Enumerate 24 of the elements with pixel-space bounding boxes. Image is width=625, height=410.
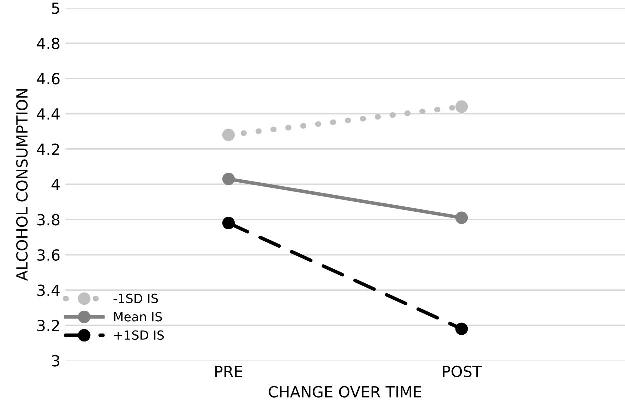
y-tick-label: 3 — [52, 355, 60, 367]
point — [222, 172, 236, 186]
point — [456, 212, 468, 224]
x-tick-label: POST — [443, 366, 482, 378]
point — [456, 100, 468, 114]
y-tick-label: 3.6 — [38, 249, 60, 262]
y-axis-title: ALCOHOL CONSUMPTION — [16, 89, 28, 281]
y-tick-label: 3.2 — [38, 320, 60, 332]
point — [456, 322, 468, 336]
y-tick-label: 4.2 — [37, 144, 60, 156]
y-tick-label: 4 — [52, 179, 60, 190]
y-tick-label: 3.4 — [38, 284, 60, 296]
y-tick-label: 3.8 — [38, 214, 60, 226]
y-tick-label: 4.8 — [37, 38, 60, 50]
y-tick-label: 4.4 — [37, 108, 60, 120]
y-tick-label: 5 — [52, 2, 60, 14]
point — [222, 217, 236, 230]
legend-label: Mean IS — [114, 312, 162, 322]
x-axis-title: CHANGE OVER TIME — [268, 386, 422, 398]
y-tick-label: 4.6 — [37, 73, 60, 85]
x-tick-label: PRE — [216, 366, 243, 378]
legend-label: -1SD IS — [114, 294, 158, 304]
point — [222, 128, 236, 142]
legend-label: +1SD IS — [114, 330, 164, 340]
